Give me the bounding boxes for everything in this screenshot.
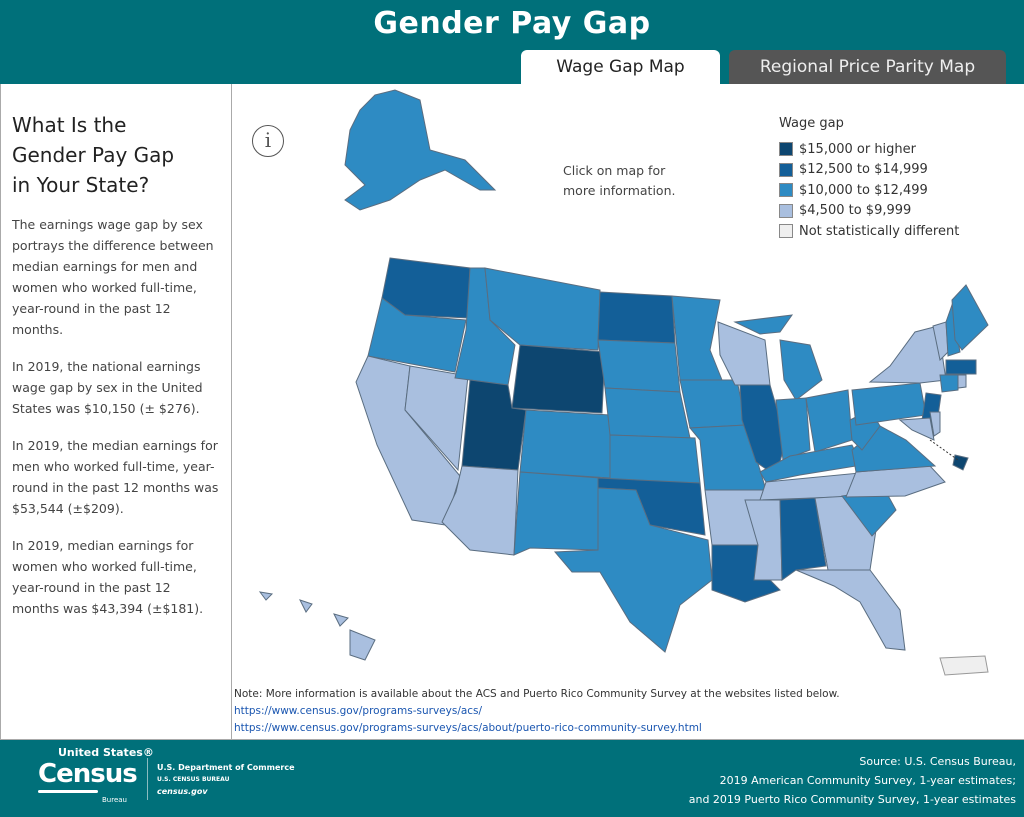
state-ct[interactable] bbox=[939, 374, 959, 393]
note: Note: More information is available abou… bbox=[234, 686, 840, 737]
dept-line: census.gov bbox=[157, 787, 208, 796]
state-ma[interactable] bbox=[945, 359, 977, 375]
footer: United States® Census Bureau U.S. Depart… bbox=[0, 740, 1024, 817]
acs-link[interactable]: https://www.census.gov/programs-surveys/… bbox=[234, 705, 483, 717]
state-de[interactable] bbox=[929, 411, 941, 437]
legend-label: $15,000 or higher bbox=[799, 141, 917, 157]
legend-swatch bbox=[779, 142, 793, 157]
state-wy[interactable] bbox=[511, 344, 606, 414]
state-nd[interactable] bbox=[597, 291, 676, 344]
state-nh[interactable] bbox=[945, 303, 961, 357]
state-ms[interactable] bbox=[744, 499, 783, 581]
sidebar-paragraph: The earnings wage gap by sex portrays th… bbox=[12, 217, 214, 337]
sidebar-paragraph: In 2019, the national earnings wage gap … bbox=[12, 359, 203, 416]
state-pr[interactable] bbox=[939, 655, 989, 676]
legend-label: $12,500 to $14,999 bbox=[799, 162, 928, 178]
department-text: U.S. Department of Commerce U.S. CENSUS … bbox=[157, 762, 295, 798]
divider bbox=[147, 758, 148, 800]
source-line: and 2019 Puerto Rico Community Survey, 1… bbox=[688, 793, 1016, 806]
dept-line: U.S. CENSUS BUREAU bbox=[157, 776, 230, 783]
state-md[interactable] bbox=[898, 417, 935, 441]
state-fl[interactable] bbox=[795, 569, 906, 651]
state-oh[interactable] bbox=[805, 389, 853, 453]
state-mt[interactable] bbox=[484, 267, 601, 351]
sidebar: What Is the Gender Pay Gap in Your State… bbox=[0, 84, 232, 740]
legend-item[interactable]: $10,000 to $12,499 bbox=[779, 180, 959, 201]
state-mn[interactable] bbox=[671, 295, 723, 381]
source-line: 2019 American Community Survey, 1-year e… bbox=[719, 774, 1016, 787]
state-ri[interactable] bbox=[957, 374, 967, 389]
header: Gender Pay Gap Wage Gap Map Regional Pri… bbox=[0, 0, 1024, 84]
legend-swatch bbox=[779, 162, 793, 177]
legend-title: Wage gap bbox=[779, 116, 844, 131]
legend-item[interactable]: Not statistically different bbox=[779, 221, 959, 242]
state-dc[interactable] bbox=[952, 454, 969, 471]
legend-label: $10,000 to $12,499 bbox=[799, 182, 928, 198]
state-ia[interactable] bbox=[679, 379, 747, 429]
state-hi[interactable] bbox=[349, 629, 376, 661]
page-title: Gender Pay Gap bbox=[373, 6, 651, 41]
legend-swatch bbox=[779, 224, 793, 239]
state-mi-upper[interactable] bbox=[733, 314, 794, 335]
note-text: Note: More information is available abou… bbox=[234, 688, 840, 700]
state-hi[interactable] bbox=[258, 591, 274, 601]
state-ks[interactable] bbox=[609, 434, 701, 484]
census-logo[interactable]: United States® Census Bureau bbox=[38, 746, 154, 812]
map-hint: Click on map for more information. bbox=[563, 163, 676, 198]
legend-label: $4,500 to $9,999 bbox=[799, 203, 912, 219]
state-nm[interactable] bbox=[513, 471, 601, 556]
state-az[interactable] bbox=[441, 465, 519, 556]
legend-label: Not statistically different bbox=[799, 223, 960, 239]
state-sd[interactable] bbox=[597, 339, 681, 393]
state-in[interactable] bbox=[775, 397, 811, 461]
logo-line3: Bureau bbox=[102, 796, 127, 804]
sidebar-paragraph: In 2019, the median earnings for men who… bbox=[12, 438, 219, 516]
source-text: Source: U.S. Census Bureau, 2019 America… bbox=[689, 752, 1016, 809]
legend-swatch bbox=[779, 183, 793, 198]
state-hi[interactable] bbox=[299, 599, 313, 613]
state-ne[interactable] bbox=[604, 387, 691, 439]
state-or[interactable] bbox=[367, 297, 467, 373]
sidebar-heading: What Is the Gender Pay Gap in Your State… bbox=[12, 113, 175, 197]
source-line: Source: U.S. Census Bureau, bbox=[859, 755, 1016, 768]
state-al[interactable] bbox=[779, 497, 827, 581]
state-hi[interactable] bbox=[333, 613, 349, 627]
legend-item[interactable]: $4,500 to $9,999 bbox=[779, 201, 959, 222]
logo-line2: Census bbox=[38, 759, 138, 789]
state-mi[interactable] bbox=[779, 339, 823, 401]
logo-line1: United States® bbox=[58, 746, 154, 759]
state-ak[interactable] bbox=[344, 89, 497, 211]
sidebar-paragraph: In 2019, median earnings for women who w… bbox=[12, 538, 204, 616]
tab-wage-gap-map[interactable]: Wage Gap Map bbox=[521, 50, 720, 84]
legend: Wage gap $15,000 or higher $12,500 to $14… bbox=[779, 116, 959, 242]
prcs-link[interactable]: https://www.census.gov/programs-surveys/… bbox=[234, 722, 702, 734]
legend-item[interactable]: $15,000 or higher bbox=[779, 139, 959, 160]
dc-leader-line bbox=[929, 439, 959, 461]
info-icon[interactable]: i bbox=[252, 125, 284, 157]
logo-bar bbox=[38, 790, 98, 793]
tab-regional-price-parity-map[interactable]: Regional Price Parity Map bbox=[729, 50, 1006, 84]
map-panel bbox=[232, 84, 1024, 740]
legend-item[interactable]: $12,500 to $14,999 bbox=[779, 160, 959, 181]
state-nv[interactable] bbox=[404, 365, 469, 472]
dept-line: U.S. Department of Commerce bbox=[157, 763, 295, 772]
state-wa[interactable] bbox=[381, 257, 471, 319]
legend-swatch bbox=[779, 203, 793, 218]
state-co[interactable] bbox=[519, 409, 611, 479]
state-tx[interactable] bbox=[553, 487, 713, 653]
us-map[interactable] bbox=[232, 84, 1024, 684]
state-me[interactable] bbox=[951, 284, 989, 351]
